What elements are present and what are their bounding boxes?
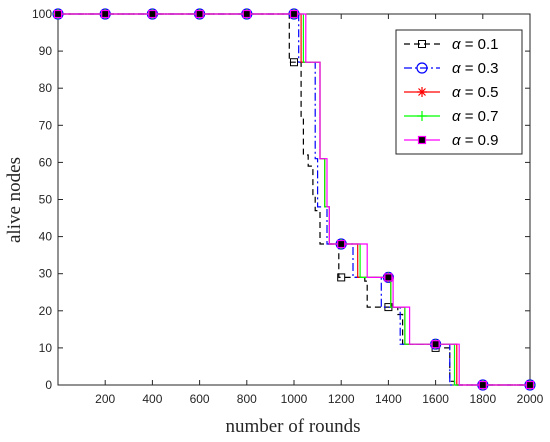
- data-point: [417, 111, 427, 121]
- data-point: [478, 380, 487, 390]
- y-tick-label: 80: [39, 81, 53, 95]
- x-axis-label: number of rounds: [225, 416, 360, 437]
- y-tick-label: 50: [39, 193, 53, 207]
- x-tick-label: 1800: [469, 392, 496, 406]
- legend-label: α = 0.9: [452, 132, 499, 149]
- series-line: [58, 13, 530, 386]
- data-point: [101, 9, 110, 19]
- x-tick-label: 400: [142, 392, 162, 406]
- x-tick-label: 1200: [328, 392, 355, 406]
- y-axis-label: alive nodes: [4, 157, 25, 243]
- data-point: [337, 239, 346, 249]
- legend-label: α = 0.3: [452, 60, 499, 77]
- y-tick-label: 100: [32, 7, 52, 21]
- data-point: [148, 9, 157, 19]
- data-point: [337, 273, 346, 282]
- data-point: [289, 9, 299, 19]
- data-point: [290, 58, 298, 67]
- data-point: [418, 40, 426, 48]
- x-tick-label: 1600: [422, 392, 449, 406]
- x-tick-label: 1000: [281, 392, 308, 406]
- data-point: [431, 340, 440, 349]
- x-tick-label: 1400: [375, 392, 402, 406]
- data-point: [417, 135, 427, 145]
- legend-label: α = 0.1: [452, 36, 499, 53]
- legend: α = 0.1 α = 0.3 α = 0.5 α = 0.7 α = 0.9: [395, 29, 523, 155]
- data-point: [416, 62, 428, 74]
- y-tick-label: 40: [39, 230, 53, 244]
- data-point: [53, 9, 63, 19]
- y-tick-label: 70: [39, 118, 53, 132]
- data-point: [417, 87, 427, 97]
- data-point: [242, 9, 251, 19]
- y-tick-label: 30: [39, 267, 53, 281]
- data-point: [195, 9, 204, 19]
- x-tick-label: 2000: [517, 392, 544, 406]
- x-tick-label: 600: [190, 392, 210, 406]
- data-point: [525, 380, 535, 390]
- y-tick-label: 10: [39, 341, 53, 355]
- y-tick-label: 20: [39, 304, 53, 318]
- legend-box: [395, 29, 523, 155]
- y-tick-label: 0: [45, 378, 52, 392]
- y-tick-label: 60: [39, 155, 53, 169]
- legend-label: α = 0.5: [452, 84, 499, 101]
- series-line: [58, 13, 530, 386]
- x-tick-label: 200: [95, 392, 115, 406]
- data-point: [384, 273, 393, 282]
- y-tick-label: 90: [39, 44, 53, 58]
- legend-label: α = 0.7: [452, 108, 499, 125]
- x-tick-label: 800: [237, 392, 257, 406]
- series-0.9: [53, 9, 535, 390]
